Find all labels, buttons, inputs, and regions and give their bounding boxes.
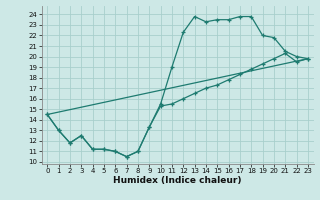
X-axis label: Humidex (Indice chaleur): Humidex (Indice chaleur) (113, 176, 242, 185)
